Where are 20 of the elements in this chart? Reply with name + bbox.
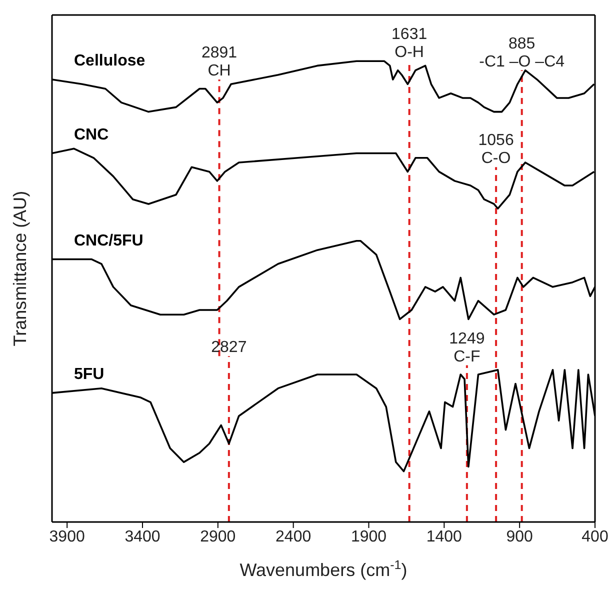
annotation: 2827 [211,339,247,356]
x-tick-label: 1400 [426,528,462,546]
annotation: 1631 O-H [392,26,428,62]
x-tick-label: 1900 [350,528,387,546]
x-tick-label: 3400 [124,528,160,546]
annotation: 1249 C-F [449,330,485,366]
annotation: 885 -C1 –O –C4 [479,35,565,70]
x-tick-label: 900 [506,528,534,546]
series-label: CNC [74,126,110,144]
series-label: 5FU [74,366,104,383]
y-axis-title: Transmittance (AU) [10,190,30,346]
x-tick-label: 2900 [200,528,236,546]
x-tick-label: 400 [582,528,608,546]
annotation: 1056 C-O [478,132,514,168]
annotation: 2891 CH [201,44,238,80]
x-tick-label: 2400 [276,528,312,546]
x-axis-title: Wavenumbers (cm$^{-1}$) [240,558,408,580]
x-tick-label: 3900 [49,528,85,546]
series-label: CNC/5FU [74,232,144,250]
series-label: Cellulose [74,52,146,70]
